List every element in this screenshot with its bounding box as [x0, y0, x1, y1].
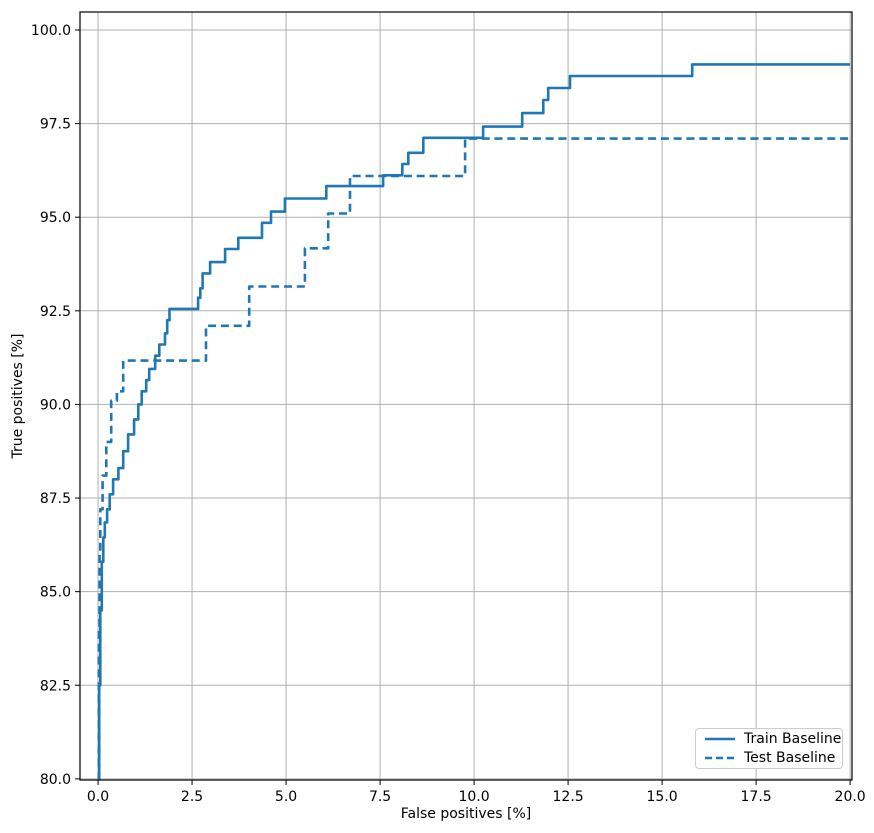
x-tick-label-5.0: 5.0 [275, 789, 297, 805]
y-tick-label-95.0: 95.0 [40, 210, 71, 226]
x-tick-label-10.0: 10.0 [458, 789, 489, 805]
legend: Train Baseline Test Baseline [695, 728, 843, 769]
y-tick-label-97.5: 97.5 [40, 117, 71, 133]
train-line-sample-icon [705, 737, 735, 741]
series-line-train-baseline [97, 63, 851, 781]
y-tick-label-82.5: 82.5 [40, 678, 71, 694]
y-tick-label-100.0: 100.0 [31, 23, 71, 39]
plot-border [79, 11, 853, 781]
legend-entry-test: Test Baseline [704, 749, 836, 767]
x-tick-label-20.0: 20.0 [835, 789, 866, 805]
x-tick-label-12.5: 12.5 [553, 789, 584, 805]
x-tick-label-0.0: 0.0 [87, 789, 109, 805]
y-tick-label-87.5: 87.5 [40, 491, 71, 507]
y-tick-label-80.0: 80.0 [40, 772, 71, 788]
y-tick-label-92.5: 92.5 [40, 304, 71, 320]
x-tick-label-17.5: 17.5 [741, 789, 772, 805]
legend-label-test: Test Baseline [744, 749, 836, 766]
test-line-sample-icon [705, 756, 735, 760]
y-axis-label: True positives [%] [10, 333, 26, 459]
y-tick-label-90.0: 90.0 [40, 397, 71, 413]
x-tick-label-7.5: 7.5 [369, 789, 391, 805]
y-tick-label-85.0: 85.0 [40, 585, 71, 601]
series-line-test-baseline [97, 137, 851, 781]
legend-label-train: Train Baseline [744, 730, 842, 747]
x-tick-label-15.0: 15.0 [647, 789, 678, 805]
x-tick-label-2.5: 2.5 [181, 789, 203, 805]
x-axis-label: False positives [%] [400, 806, 532, 822]
legend-entry-train: Train Baseline [704, 731, 841, 748]
